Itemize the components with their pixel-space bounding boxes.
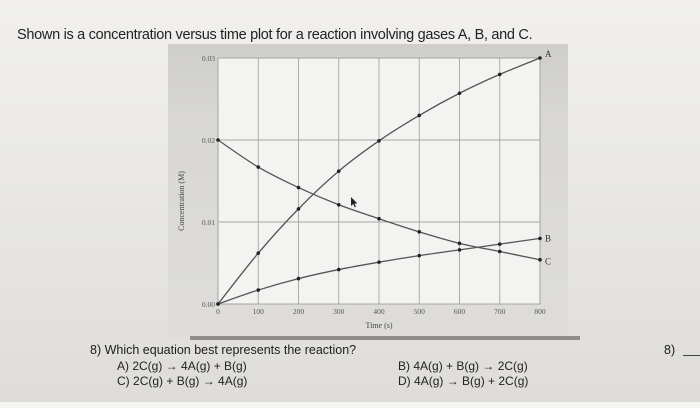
data-point — [256, 251, 261, 255]
x-tick-label: 300 — [333, 307, 345, 316]
data-point — [336, 202, 341, 207]
data-point — [336, 169, 341, 173]
data-point — [377, 260, 381, 264]
option-a-label: A) — [117, 359, 129, 373]
page-edge — [0, 402, 700, 408]
y-tick-label: 0.00 — [202, 300, 215, 309]
data-point — [336, 267, 341, 272]
option-b[interactable]: B) 4A(g) + B(g) → 2C(g) — [398, 359, 528, 373]
y-tick-label: 0.03 — [202, 54, 215, 63]
answer-number-label: 8) — [664, 343, 676, 357]
series-b-label: B — [545, 233, 551, 243]
data-point — [417, 253, 422, 258]
data-point — [497, 249, 502, 254]
series-c-label: C — [545, 257, 551, 267]
option-a-equation: 2C(g) → 4A(g) + B(g) — [132, 359, 247, 373]
data-point — [417, 230, 422, 234]
option-a[interactable]: A) 2C(g) → 4A(g) + B(g) — [117, 359, 247, 373]
option-b-equation: 4A(g) + B(g) → 2C(g) — [413, 359, 528, 373]
data-point — [417, 113, 422, 118]
x-tick-label: 700 — [494, 307, 506, 316]
option-d-label: D) — [398, 374, 411, 388]
y-tick-label: 0.01 — [202, 218, 215, 227]
y-axis-label: Concentration (M) — [177, 171, 186, 231]
option-c-label: C) — [117, 374, 130, 388]
option-c-equation: 2C(g) + B(g) → 4A(g) — [133, 374, 248, 388]
x-tick-label: 100 — [253, 307, 265, 316]
data-point — [256, 288, 261, 292]
series-a-label: A — [545, 49, 552, 59]
data-point — [296, 276, 301, 281]
data-point — [256, 165, 261, 169]
x-axis-label: Time (s) — [365, 321, 392, 330]
data-point — [296, 207, 301, 211]
question-text: 8) Which equation best represents the re… — [90, 343, 357, 357]
data-point — [457, 241, 462, 246]
data-point — [296, 185, 301, 190]
data-point — [497, 72, 502, 77]
data-point — [538, 56, 542, 60]
data-point — [538, 257, 542, 262]
option-c[interactable]: C) 2C(g) + B(g) → 4A(g) — [117, 374, 247, 388]
figure-divider — [190, 336, 580, 340]
y-tick-label: 0.02 — [202, 136, 215, 145]
data-point — [457, 91, 462, 96]
option-d[interactable]: D) 4A(g) → B(g) + 2C(g) — [398, 374, 528, 388]
option-b-label: B) — [398, 359, 410, 373]
data-point — [216, 138, 220, 142]
x-tick-label: 500 — [414, 307, 426, 316]
x-tick-label: 200 — [293, 307, 305, 316]
x-tick-label: 800 — [534, 307, 546, 316]
x-tick-label: 400 — [373, 307, 385, 316]
data-point — [538, 236, 542, 241]
data-point — [497, 242, 502, 246]
answer-blank[interactable] — [683, 355, 700, 356]
data-point — [377, 139, 381, 143]
data-point — [216, 302, 220, 306]
intro-text: Shown is a concentration versus time plo… — [17, 27, 533, 43]
mouse-cursor-icon — [351, 197, 358, 208]
data-point — [457, 248, 462, 252]
option-d-equation: 4A(g) → B(g) + 2C(g) — [414, 374, 529, 388]
data-point — [377, 216, 381, 221]
x-tick-label: 600 — [454, 307, 466, 316]
x-tick-label: 0 — [216, 307, 220, 316]
